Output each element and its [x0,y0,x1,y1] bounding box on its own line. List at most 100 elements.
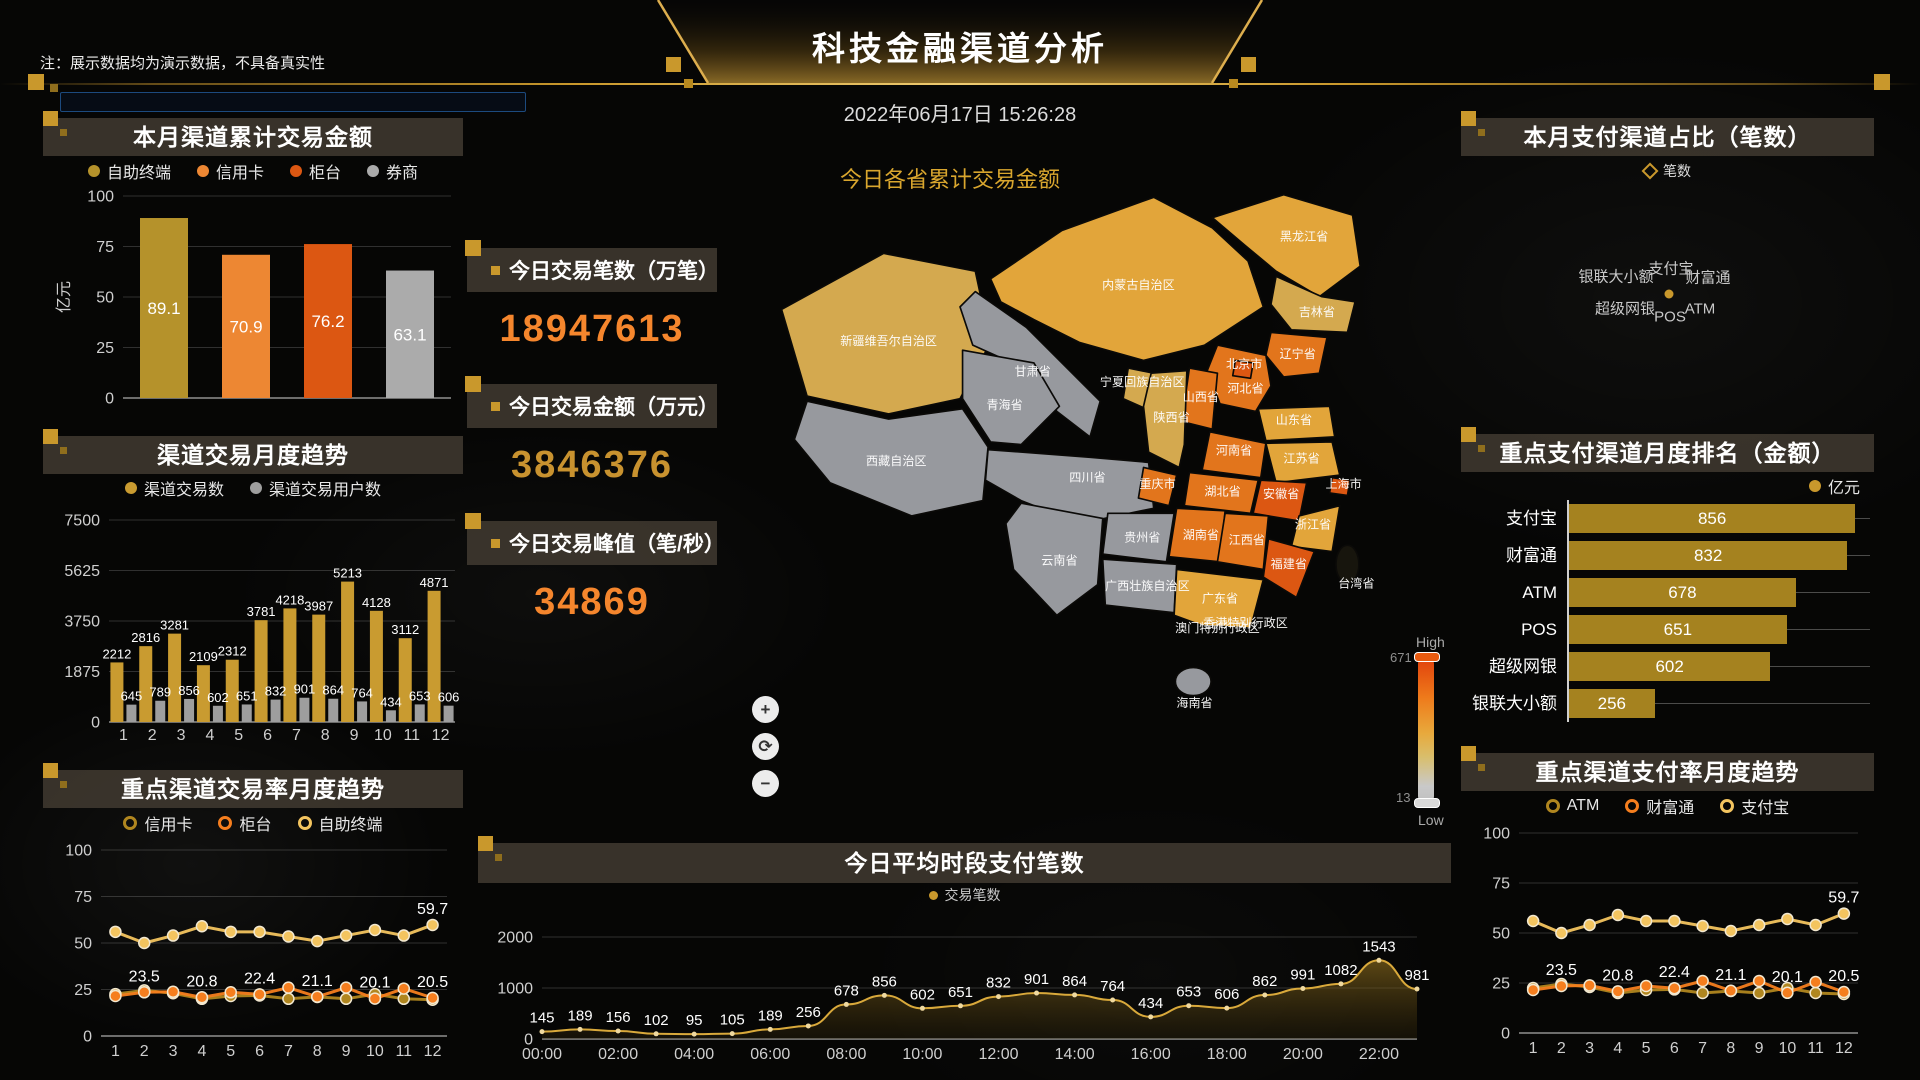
svg-text:1: 1 [119,727,128,744]
legend-item-渠道交易数[interactable]: 渠道交易数 [124,476,224,500]
stat-value: 18947613 [499,308,685,350]
svg-text:764: 764 [351,685,373,700]
svg-text:5: 5 [234,727,243,744]
page-title: 科技金融渠道分析 [812,30,1108,67]
map-zoom-out-button[interactable]: − [752,770,779,797]
search-input[interactable] [60,92,526,112]
legend-dot-icon [1808,480,1821,492]
svg-text:3: 3 [177,727,186,744]
svg-text:1875: 1875 [64,664,100,681]
svg-text:海南省: 海南省 [1176,695,1212,710]
rank-row-ATM[interactable]: ATM 678 [1461,574,1874,611]
svg-text:3750: 3750 [64,614,100,631]
svg-text:2816: 2816 [131,630,160,645]
legend-item-ATM[interactable]: ATM [1545,797,1599,815]
svg-text:山东省: 山东省 [1276,413,1312,427]
deco-square [1874,74,1890,90]
rank-row-超级网银[interactable]: 超级网银 602 [1461,648,1874,685]
svg-text:20.1: 20.1 [1772,969,1803,986]
radar-indicator-超级网银: 超级网银 [1594,300,1656,318]
svg-text:602: 602 [207,690,229,705]
svg-text:台湾省: 台湾省 [1338,575,1374,590]
svg-text:湖南省: 湖南省 [1183,527,1219,542]
header-banner [650,0,1270,84]
svg-text:西藏自治区: 西藏自治区 [866,454,926,468]
legend-item-笔数[interactable]: 笔数 [1641,161,1691,181]
svg-text:10: 10 [1778,1040,1796,1057]
rank-row-银联大小额[interactable]: 银联大小额 256 [1461,685,1874,722]
stat-title: 今日交易笔数（万笔） [465,240,719,292]
deco-square [1241,57,1256,72]
legend-ring-icon [218,816,233,830]
svg-text:湖北省: 湖北省 [1204,484,1240,499]
svg-text:901: 901 [1024,971,1049,988]
scale-min-value: 13 [1396,790,1411,805]
svg-text:甘肃省: 甘肃省 [1015,365,1051,379]
panel-monthly-channel-amount: 本月渠道累计交易金额 自助终端 信用卡 柜台 券商 0 25 50 75 100 亿元 89.1 7… [43,111,463,418]
svg-text:3987: 3987 [304,599,333,614]
svg-text:20.8: 20.8 [186,973,217,990]
legend-item-信用卡[interactable]: 信用卡 [196,159,264,183]
scale-handle-top[interactable] [1414,652,1440,662]
svg-text:6: 6 [255,1043,264,1060]
legend-item-柜台[interactable]: 柜台 [218,811,272,835]
svg-text:06:00: 06:00 [750,1046,790,1063]
legend-item-交易笔数[interactable]: 交易笔数 [928,885,1001,905]
map-title: 今日各省累计交易金额 [839,167,1060,192]
svg-text:2109: 2109 [189,649,218,664]
scale-handle-bottom[interactable] [1414,798,1440,808]
panel-pay-channel-rank: 重点支付渠道月度排名（金额） 亿元 支付宝 856 财富通 832 ATM 678 POS 6… [1461,427,1874,734]
svg-text:澳门特别行政区: 澳门特别行政区 [1175,620,1260,635]
radar-chart-pay-share[interactable]: 支付宝 财富通 ATM POS 超级网银 银联大小额 [1461,186,1874,412]
hbar-chart-pay-rank[interactable]: 支付宝 856 财富通 832 ATM 678 POS 651 超级网银 602 银联大小额 256 [1461,500,1874,728]
map-refresh-button[interactable]: ⟳ [752,733,779,760]
svg-text:广东省: 广东省 [1202,592,1238,606]
legend-item-券商[interactable]: 券商 [367,159,418,183]
svg-text:856: 856 [872,973,897,990]
legend-item-渠道交易用户数[interactable]: 渠道交易用户数 [250,476,381,500]
area-chart-hourly[interactable]: 0 1000 2000 145 00:00 189 156 02:00 102 95 04:00 10… [478,907,1451,1065]
rank-row-POS[interactable]: POS 651 [1461,611,1874,648]
legend-item-信用卡[interactable]: 信用卡 [123,811,192,835]
radar-indicator-ATM: ATM [1684,300,1716,318]
svg-text:50: 50 [74,936,92,953]
svg-text:山西省: 山西省 [1183,390,1219,404]
svg-text:18:00: 18:00 [1207,1046,1247,1063]
svg-text:606: 606 [1214,986,1239,1003]
svg-text:3112: 3112 [391,622,419,637]
svg-text:9: 9 [350,727,359,744]
chart-legend: 亿元 [1461,472,1874,500]
line-chart-pay-rate[interactable]: 0 25 50 75 100 1 2 3 4 5 6 7 8 9 10 11 12 23.5 20.8 22.4 21.… [1461,821,1874,1059]
rank-row-财富通[interactable]: 财富通 832 [1461,537,1874,574]
map-heat-scale[interactable]: High 671 13 Low [1390,634,1470,844]
bar-chart-monthly-amount[interactable]: 0 25 50 75 100 亿元 89.1 70.9 76.2 63.1 [43,186,463,404]
legend-item-支付宝[interactable]: 支付宝 [1720,794,1789,818]
svg-text:6: 6 [1670,1040,1679,1057]
svg-text:22.4: 22.4 [244,970,275,987]
rank-row-支付宝[interactable]: 支付宝 856 [1461,500,1874,537]
legend-item-亿元[interactable]: 亿元 [1808,474,1860,498]
svg-text:22:00: 22:00 [1359,1046,1399,1063]
bar-chart-monthly-trend[interactable]: 0 1875 3750 5625 7500 1 2 3 4 5 6 7 8 9 10 11 12 2212 645 2… [43,502,463,746]
map-zoom-in-button[interactable]: + [752,696,779,723]
legend-item-柜台[interactable]: 柜台 [290,159,341,183]
svg-text:亿元: 亿元 [55,281,73,313]
svg-text:北京市: 北京市 [1226,356,1262,371]
svg-text:832: 832 [265,684,287,699]
svg-text:11: 11 [395,1043,412,1060]
svg-text:2: 2 [148,727,157,744]
svg-text:河北省: 河北省 [1227,381,1263,395]
svg-text:25: 25 [96,340,114,357]
legend-item-自助终端[interactable]: 自助终端 [297,811,383,835]
legend-item-财富通[interactable]: 财富通 [1625,794,1694,818]
svg-text:10: 10 [366,1043,384,1060]
svg-text:0: 0 [105,391,114,405]
svg-text:23.5: 23.5 [1546,962,1577,979]
datetime: 2022年06月17日 15:26:28 [843,104,1077,126]
legend-item-自助终端[interactable]: 自助终端 [87,159,171,183]
svg-text:20.5: 20.5 [417,974,448,991]
line-chart-channel-rate[interactable]: 0 25 50 75 100 1 2 3 4 5 6 7 8 9 10 11 12 23.5 20.8 22.4 21.… [43,838,463,1062]
panel-title: 重点支付渠道月度排名（金额） [1461,427,1874,472]
svg-text:7: 7 [292,727,301,744]
